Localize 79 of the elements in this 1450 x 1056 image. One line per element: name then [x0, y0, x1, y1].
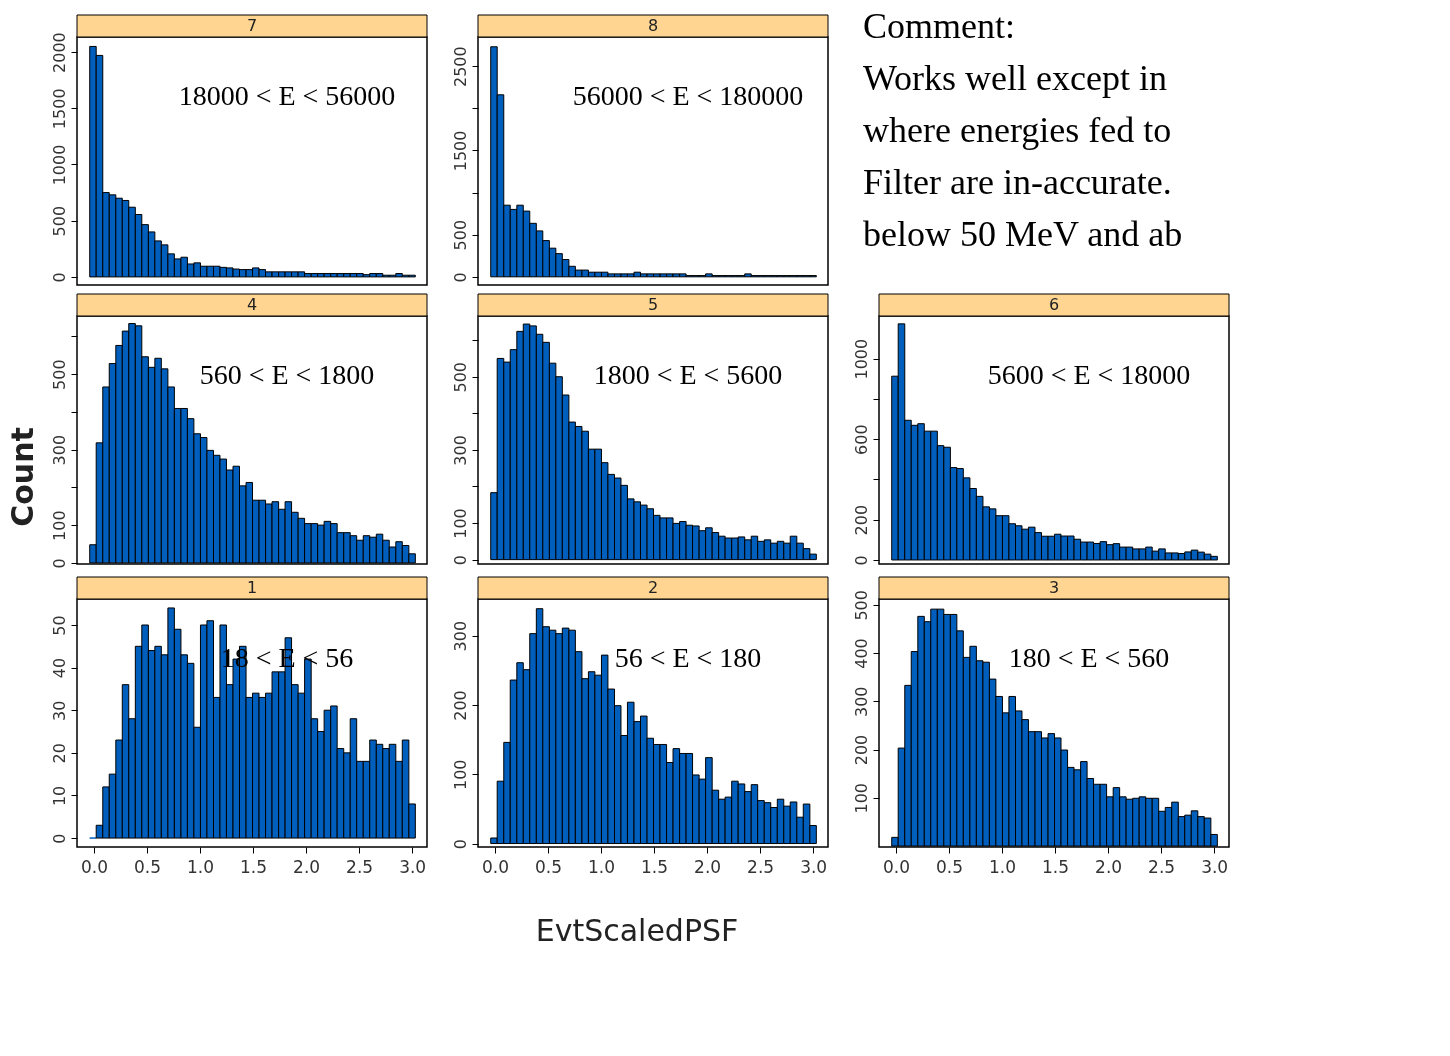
- chart-title: 2: [647, 578, 659, 597]
- annotation: 18000 < E < 56000: [178, 79, 396, 111]
- x-tick-label: 2.0: [694, 856, 722, 877]
- y-tick-label: 200: [851, 734, 871, 766]
- x-tick-label: 3.0: [800, 856, 828, 877]
- y-tick-label: 1000: [851, 338, 871, 380]
- chart-title: 8: [647, 16, 659, 35]
- x-tick-label: 0.0: [80, 856, 108, 877]
- y-tick-label: 20: [49, 743, 69, 764]
- text: Filter are in-accurate.: [863, 162, 1172, 202]
- y-tick-label: 500: [851, 590, 871, 621]
- text: Comment:: [863, 6, 1015, 46]
- y-tick-label: 500: [49, 205, 69, 237]
- y-tick-label: 0: [450, 272, 470, 283]
- annotation: 5600 < E < 18000: [987, 358, 1191, 390]
- x-tick-label: 0.0: [882, 856, 910, 877]
- y-tick-label: 50: [49, 615, 69, 636]
- y-tick-label: 100: [450, 508, 470, 539]
- x-axis-title: EvtScaledPSF: [535, 913, 739, 948]
- y-axis-title: Count: [5, 427, 40, 527]
- annotation: 1800 < E < 5600: [593, 358, 783, 390]
- chart-title: 1: [246, 578, 258, 597]
- y-tick-label: 1500: [450, 130, 470, 172]
- chart-title: 7: [246, 16, 258, 35]
- y-tick-label: 100: [49, 510, 69, 541]
- y-tick-label: 100: [851, 783, 871, 814]
- y-tick-label: 0: [450, 838, 470, 850]
- y-tick-label: 200: [450, 690, 470, 721]
- x-tick-label: 0.5: [534, 856, 563, 877]
- y-tick-label: 400: [851, 638, 871, 669]
- y-tick-label: 100: [450, 759, 470, 791]
- y-tick-label: 200: [851, 504, 871, 536]
- text: Works well except in: [863, 58, 1168, 98]
- x-tick-label: 1.5: [641, 856, 669, 877]
- x-tick-label: 2.5: [1148, 856, 1176, 877]
- y-tick-label: 300: [450, 620, 470, 652]
- y-tick-label: 30: [49, 700, 69, 721]
- y-tick-label: 0: [49, 272, 69, 283]
- chart-title: 5: [647, 295, 659, 314]
- y-tick-label: 1500: [49, 88, 69, 130]
- y-tick-label: 2000: [49, 32, 69, 73]
- y-tick-label: 600: [851, 424, 871, 455]
- chart-title: 3: [1048, 578, 1060, 597]
- y-tick-label: 0: [450, 555, 470, 566]
- y-tick-label: 300: [450, 435, 470, 466]
- text: below 50 MeV and ab: [863, 214, 1183, 254]
- x-tick-label: 2.0: [293, 856, 321, 877]
- y-tick-label: 0: [49, 833, 69, 844]
- y-tick-label: 0: [851, 555, 871, 566]
- x-tick-label: 1.0: [989, 856, 1017, 877]
- y-tick-label: 500: [49, 359, 69, 390]
- annotation: 180 < E < 560: [1008, 641, 1170, 673]
- y-tick-label: 2500: [450, 46, 470, 88]
- x-tick-label: 2.5: [346, 856, 374, 877]
- y-tick-label: 500: [450, 219, 470, 251]
- x-tick-label: 1.0: [187, 856, 215, 877]
- x-tick-label: 0.5: [133, 856, 162, 877]
- x-tick-label: 2.0: [1095, 856, 1123, 877]
- annotation: 56 < E < 180: [614, 641, 762, 673]
- annotation: 560 < E < 1800: [199, 358, 375, 390]
- y-tick-label: 0: [49, 558, 69, 569]
- x-tick-label: 3.0: [1201, 856, 1229, 877]
- x-tick-label: 0.0: [481, 856, 509, 877]
- y-tick-label: 1000: [49, 144, 69, 186]
- x-tick-label: 1.5: [240, 856, 268, 877]
- chart-title: 4: [246, 295, 258, 314]
- x-tick-label: 1.0: [588, 856, 616, 877]
- y-tick-label: 300: [49, 434, 69, 466]
- x-tick-label: 2.5: [747, 856, 775, 877]
- text: where energies fed to: [863, 110, 1172, 150]
- annotation: 56000 < E < 180000: [572, 79, 804, 111]
- y-tick-label: 300: [851, 686, 871, 718]
- x-tick-label: 1.5: [1042, 856, 1070, 877]
- chart-title: 6: [1048, 295, 1060, 314]
- x-tick-label: 0.5: [935, 856, 964, 877]
- y-tick-label: 10: [49, 785, 69, 807]
- x-tick-label: 3.0: [399, 856, 427, 877]
- y-tick-label: 40: [49, 657, 69, 679]
- y-tick-label: 500: [450, 361, 470, 393]
